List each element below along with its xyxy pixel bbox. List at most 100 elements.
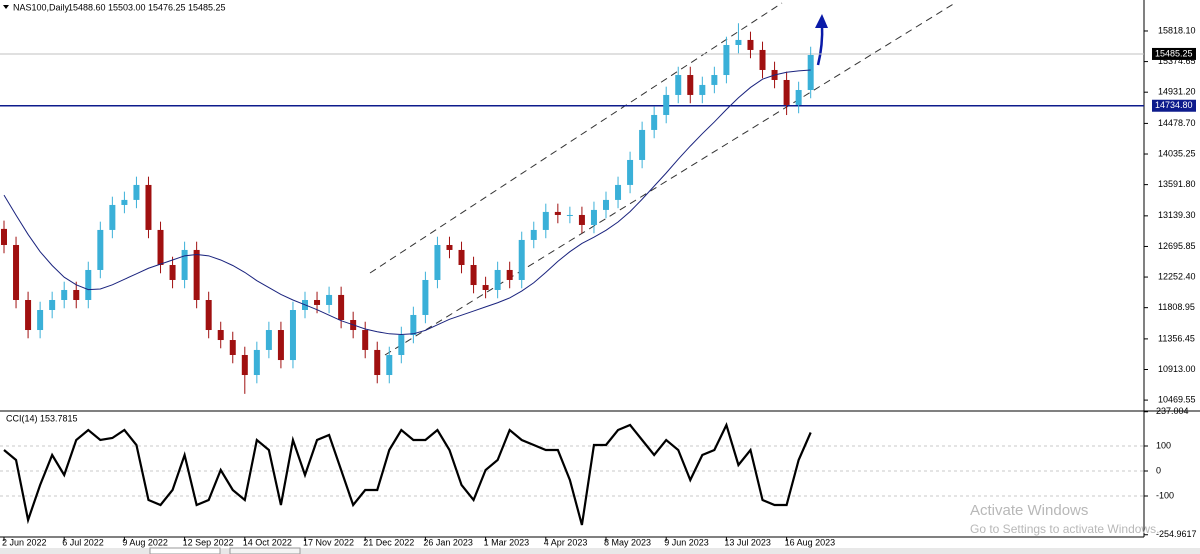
candle-body bbox=[506, 269, 513, 280]
y-tick-label: 12252.40 bbox=[1158, 271, 1196, 281]
candle-body bbox=[289, 310, 296, 361]
candle-body bbox=[398, 334, 405, 355]
y-tick-label: 15374.65 bbox=[1158, 56, 1196, 66]
candle-body bbox=[241, 354, 248, 376]
candle-body bbox=[566, 214, 573, 216]
channel-lower bbox=[384, 2, 956, 356]
last-price-box bbox=[1152, 47, 1196, 60]
candle-body bbox=[205, 299, 212, 331]
tab[interactable] bbox=[229, 547, 301, 554]
candle-body bbox=[217, 330, 224, 341]
y-tick-label: 10469.55 bbox=[1158, 394, 1196, 404]
x-tick-label: 21 Dec 2022 bbox=[363, 537, 414, 547]
tab-bar bbox=[0, 548, 1200, 554]
candle-body bbox=[73, 289, 80, 300]
x-tick-label: 6 Jul 2022 bbox=[62, 537, 104, 547]
channel-upper bbox=[369, 2, 783, 274]
candle-body bbox=[446, 244, 453, 250]
candle-body bbox=[277, 330, 284, 361]
candle-body bbox=[711, 75, 718, 85]
support-label: 14734.80 bbox=[1155, 100, 1193, 110]
candle-body bbox=[735, 39, 742, 45]
cci-line bbox=[3, 421, 812, 526]
y-tick-label: 11356.45 bbox=[1158, 333, 1195, 343]
header-value: 15476.25 bbox=[148, 2, 186, 12]
candle-body bbox=[374, 349, 381, 376]
candle-body bbox=[434, 244, 441, 280]
watermark: Activate Windows bbox=[970, 502, 1088, 519]
indicator-last: 153.7815 bbox=[40, 413, 78, 423]
candle-body bbox=[494, 269, 501, 290]
candle-body bbox=[97, 229, 104, 270]
cci-tick-label: -254.9617 bbox=[1156, 529, 1197, 539]
y-tick-label: 13139.30 bbox=[1158, 210, 1196, 220]
x-tick-label: 1 Mar 2023 bbox=[484, 537, 530, 547]
cci-tick-label: 100 bbox=[1156, 440, 1171, 450]
candle-body bbox=[807, 55, 814, 90]
y-tick-label: 14035.25 bbox=[1158, 148, 1196, 158]
y-tick-label: 10913.00 bbox=[1158, 364, 1196, 374]
x-tick-label: 26 Jan 2023 bbox=[423, 537, 473, 547]
candle-body bbox=[410, 314, 417, 335]
candle-body bbox=[1, 228, 7, 245]
candle-body bbox=[590, 209, 597, 225]
candle-body bbox=[121, 199, 128, 205]
indicator-name: CCI(14) bbox=[6, 413, 38, 423]
x-tick-label: 17 Nov 2022 bbox=[303, 537, 354, 547]
candle-body bbox=[169, 265, 176, 280]
candle-body bbox=[362, 330, 369, 350]
candle-body bbox=[482, 285, 489, 290]
candle-body bbox=[458, 249, 465, 266]
candle-body bbox=[181, 249, 188, 280]
y-tick-label: 14478.70 bbox=[1158, 118, 1196, 128]
y-tick-label: 12695.85 bbox=[1158, 241, 1196, 251]
channel-lines bbox=[369, 2, 956, 356]
candle-body bbox=[759, 49, 766, 70]
sheet-tabs bbox=[0, 547, 1200, 554]
candle-body bbox=[470, 265, 477, 286]
candle-body bbox=[530, 229, 537, 240]
x-tick-label: 13 Jul 2023 bbox=[724, 537, 771, 547]
candle-body bbox=[85, 269, 92, 300]
y-tick-label: 11808.95 bbox=[1158, 302, 1195, 312]
x-tick-label: 2 Jun 2022 bbox=[2, 537, 47, 547]
candle-body bbox=[627, 159, 634, 185]
candle-body bbox=[314, 299, 321, 305]
x-tick-label: 12 Sep 2022 bbox=[183, 537, 234, 547]
candle-body bbox=[422, 279, 429, 315]
x-tick-label: 9 Jun 2023 bbox=[664, 537, 709, 547]
candle-body bbox=[663, 94, 670, 115]
cci-tick-label: 0 bbox=[1156, 465, 1161, 475]
candle-body bbox=[554, 211, 561, 215]
candle-body bbox=[699, 84, 706, 95]
header-value: 15503.00 bbox=[108, 2, 146, 12]
menu-icon[interactable] bbox=[3, 5, 9, 9]
candle-body bbox=[13, 244, 20, 300]
candle-body bbox=[157, 229, 164, 266]
candle-body bbox=[386, 354, 393, 376]
direction-arrow bbox=[815, 14, 828, 66]
x-tick-label: 8 May 2023 bbox=[604, 537, 651, 547]
candle-body bbox=[326, 294, 333, 305]
header-value: 15485.25 bbox=[188, 2, 226, 12]
y-tick-label: 15818.10 bbox=[1158, 25, 1196, 35]
moving-average bbox=[3, 69, 811, 336]
candle-body bbox=[723, 44, 730, 76]
candle-body bbox=[603, 199, 609, 210]
y-tick-label: 14931.20 bbox=[1158, 87, 1196, 97]
candle-body bbox=[37, 310, 44, 331]
candle-body bbox=[133, 184, 140, 200]
candle-body bbox=[747, 39, 754, 50]
candle-body bbox=[783, 79, 790, 105]
candle-body bbox=[25, 299, 32, 331]
candle-body bbox=[265, 330, 272, 350]
candles bbox=[1, 23, 814, 394]
candle-body bbox=[109, 204, 116, 230]
candle-body bbox=[338, 294, 345, 321]
candle-body bbox=[253, 349, 260, 376]
candle-body bbox=[518, 239, 525, 280]
tab[interactable] bbox=[149, 547, 221, 554]
support-box bbox=[1152, 99, 1196, 112]
y-tick-label: 13591.80 bbox=[1158, 179, 1196, 189]
